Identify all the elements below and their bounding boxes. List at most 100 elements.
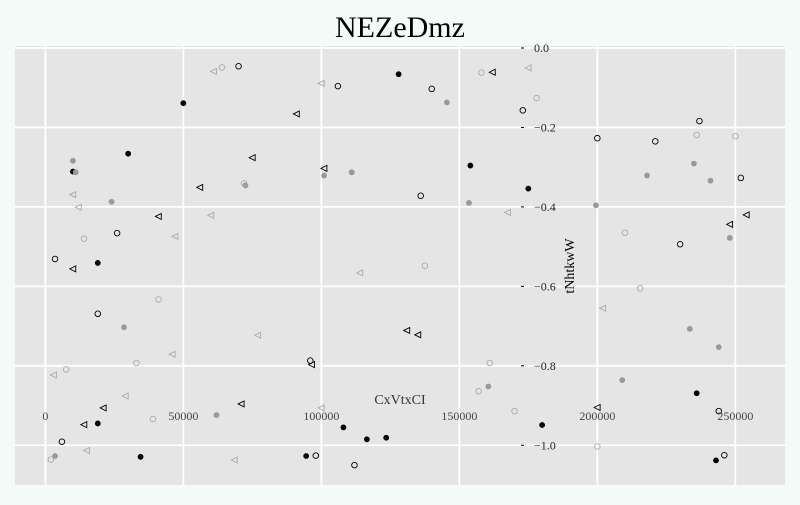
data-point-filled bbox=[395, 71, 402, 78]
data-point-filled bbox=[125, 150, 132, 157]
data-point-triangle bbox=[82, 446, 91, 455]
data-point-filled bbox=[52, 453, 58, 459]
y-tick-label: 0.0 bbox=[534, 41, 549, 55]
data-point-triangle bbox=[292, 110, 300, 118]
data-point-filled bbox=[321, 172, 328, 179]
data-point-open bbox=[351, 461, 358, 469]
data-point-open bbox=[721, 451, 728, 459]
data-point-open bbox=[421, 262, 429, 269]
data-point-open bbox=[218, 64, 226, 71]
data-point-open bbox=[636, 285, 644, 292]
y-tick-label: −1.0 bbox=[534, 438, 556, 452]
data-point-open bbox=[676, 240, 684, 248]
data-point-triangle bbox=[598, 304, 607, 312]
data-point-open bbox=[652, 138, 659, 145]
y-tick-label: −0.6 bbox=[534, 279, 556, 293]
data-point-open bbox=[240, 180, 248, 187]
data-point-open bbox=[594, 443, 601, 450]
data-point-filled bbox=[539, 422, 546, 428]
data-point-filled bbox=[485, 383, 492, 390]
data-point-filled bbox=[466, 200, 472, 206]
data-point-triangle bbox=[402, 326, 411, 335]
data-point-open bbox=[486, 359, 493, 367]
data-point-triangle bbox=[317, 79, 325, 88]
data-point-filled bbox=[686, 325, 693, 332]
data-point-triangle bbox=[237, 400, 245, 408]
data-point-filled bbox=[693, 390, 700, 397]
data-point-open bbox=[428, 85, 435, 93]
data-point-triangle bbox=[593, 403, 601, 412]
data-point-open bbox=[511, 407, 518, 415]
data-point-triangle bbox=[319, 164, 328, 173]
x-tick-label: 0 bbox=[42, 409, 48, 423]
x-tick-label: 150000 bbox=[441, 409, 477, 423]
data-point-filled bbox=[444, 99, 450, 106]
data-point-open bbox=[62, 366, 70, 373]
x-tick-label: 100000 bbox=[303, 409, 339, 423]
data-point-filled bbox=[137, 453, 144, 460]
data-point-filled bbox=[467, 162, 474, 169]
y-tick-label: −0.2 bbox=[534, 120, 556, 134]
data-point-filled bbox=[713, 457, 719, 464]
data-point-filled bbox=[348, 169, 355, 176]
data-point-open bbox=[94, 310, 102, 318]
data-point-open bbox=[235, 63, 242, 70]
data-point-open bbox=[475, 387, 482, 395]
data-point-triangle bbox=[503, 208, 511, 217]
data-point-filled bbox=[121, 324, 127, 331]
data-point-open bbox=[417, 192, 424, 200]
data-point-triangle bbox=[248, 153, 256, 162]
data-point-filled bbox=[383, 434, 390, 441]
data-point-filled bbox=[94, 260, 101, 266]
data-point-triangle bbox=[725, 220, 734, 229]
data-point-triangle bbox=[99, 404, 107, 412]
data-points bbox=[47, 63, 750, 469]
data-point-filled bbox=[691, 160, 697, 167]
data-point-triangle bbox=[121, 392, 129, 400]
data-point-filled bbox=[525, 185, 532, 192]
data-point-filled bbox=[715, 344, 722, 351]
axes: 0 50000 100000 150000 200000 250000 0.0 −0.2 −0.… bbox=[42, 41, 753, 452]
chart-title: NEZeDmz bbox=[335, 11, 465, 44]
data-point-triangle bbox=[206, 211, 215, 219]
data-point-filled bbox=[70, 157, 76, 164]
data-point-triangle bbox=[355, 269, 364, 277]
grid-lines bbox=[15, 46, 785, 485]
data-point-filled bbox=[644, 172, 650, 179]
data-point-open bbox=[80, 235, 88, 242]
data-point-triangle bbox=[49, 371, 57, 379]
data-point-filled bbox=[108, 198, 115, 205]
data-point-open bbox=[334, 82, 342, 90]
data-point-open bbox=[113, 229, 121, 237]
data-point-open bbox=[621, 229, 629, 236]
data-point-triangle bbox=[742, 211, 750, 219]
data-point-open bbox=[693, 131, 700, 139]
data-point-triangle bbox=[74, 203, 82, 212]
y-tick-label: −0.4 bbox=[534, 200, 556, 214]
data-point-open bbox=[715, 407, 723, 415]
data-point-filled bbox=[180, 100, 187, 107]
data-point-triangle bbox=[68, 190, 77, 199]
y-tick-label: −0.8 bbox=[534, 359, 556, 373]
data-point-open bbox=[594, 134, 601, 142]
data-point-filled bbox=[340, 424, 347, 431]
x-tick-label: 250000 bbox=[717, 409, 753, 423]
data-point-filled bbox=[94, 420, 101, 427]
data-point-filled bbox=[726, 234, 733, 241]
data-point-triangle bbox=[230, 456, 238, 464]
data-point-triangle bbox=[524, 64, 532, 72]
data-point-open bbox=[312, 452, 320, 459]
data-point-open bbox=[58, 438, 66, 445]
data-point-triangle bbox=[154, 212, 162, 221]
data-point-filled bbox=[303, 453, 310, 459]
y-axis-label: tNhtkwW bbox=[563, 238, 578, 294]
data-point-open bbox=[478, 69, 485, 76]
x-tick-label: 200000 bbox=[579, 409, 615, 423]
data-point-triangle bbox=[488, 68, 496, 76]
data-point-triangle bbox=[170, 232, 179, 241]
data-point-open bbox=[533, 94, 540, 102]
data-point-triangle bbox=[307, 360, 315, 369]
data-point-open bbox=[155, 296, 162, 303]
